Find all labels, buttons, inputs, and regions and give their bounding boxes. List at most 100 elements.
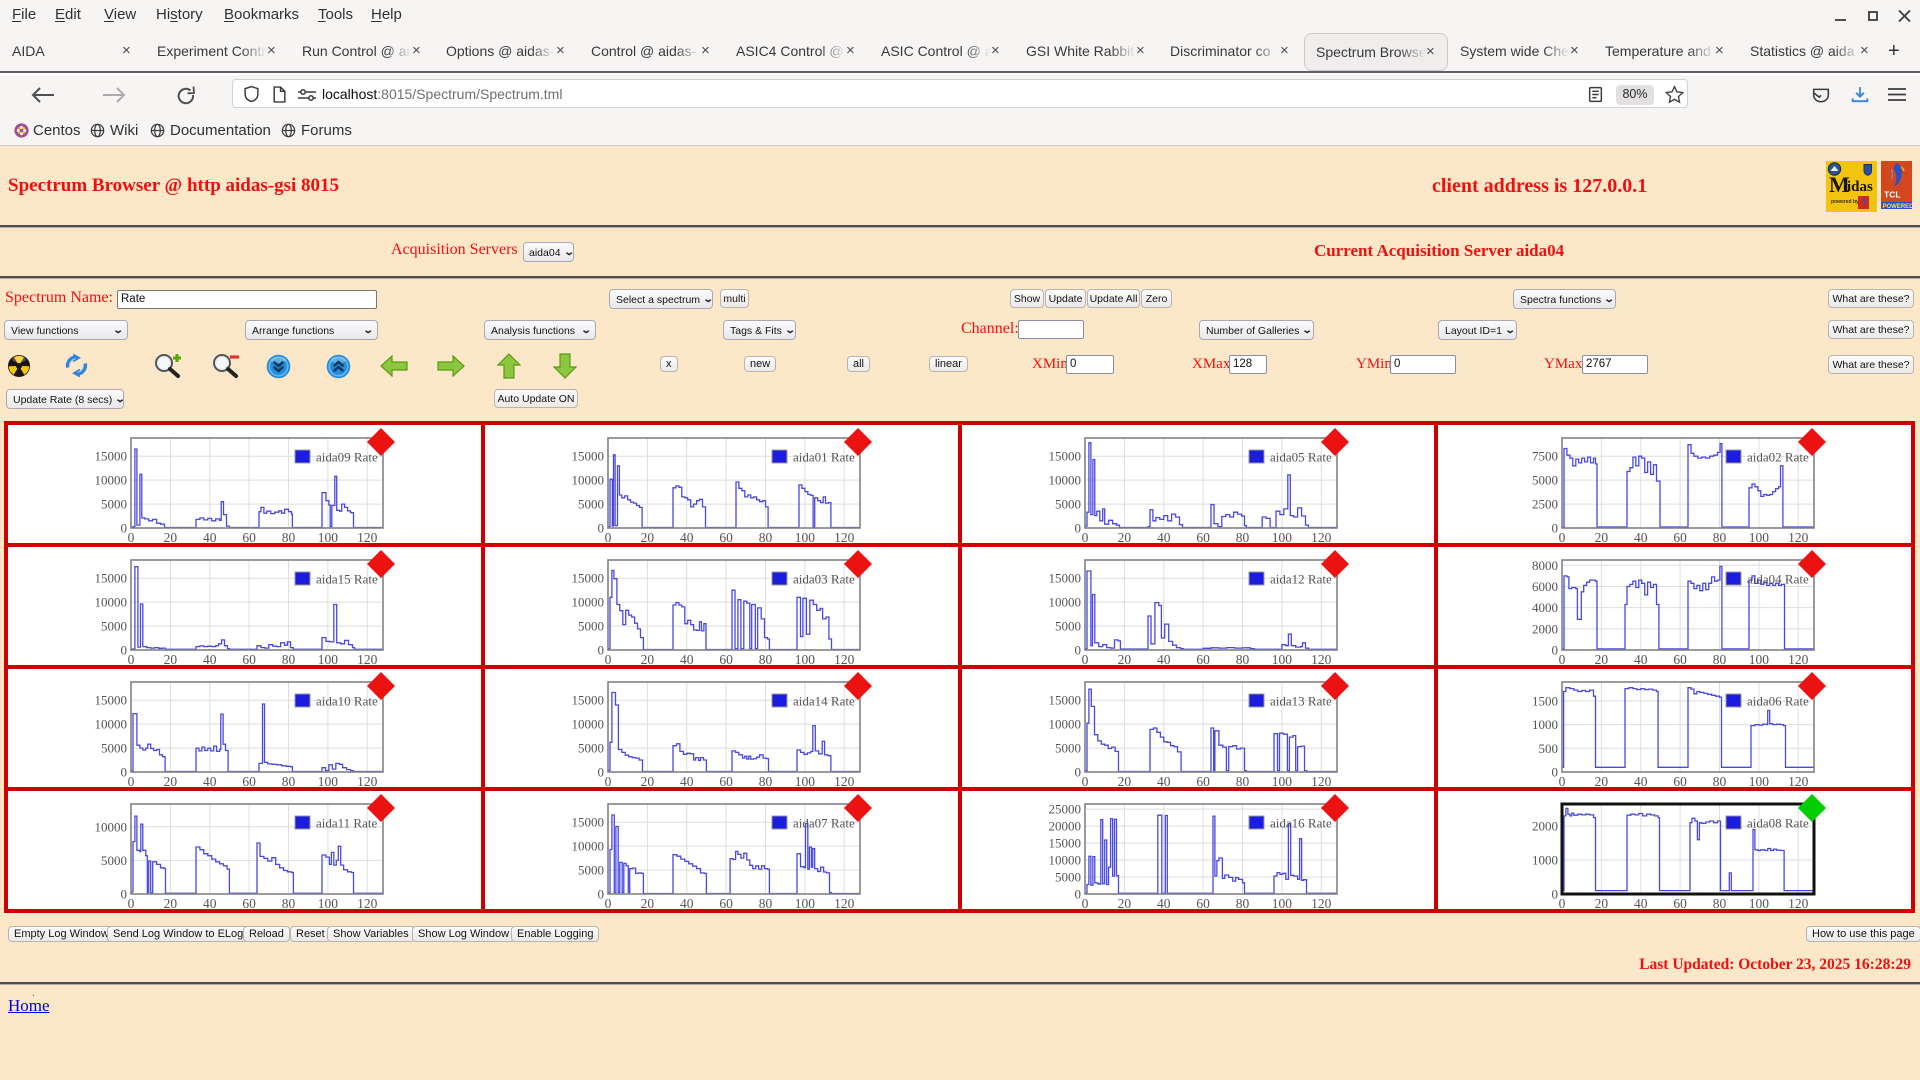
- svg-text:0: 0: [1558, 896, 1565, 911]
- svg-text:120: 120: [357, 774, 378, 789]
- svg-text:10000: 10000: [572, 839, 605, 854]
- svg-text:40: 40: [203, 530, 217, 545]
- svg-text:100: 100: [1272, 652, 1293, 667]
- svg-text:5000: 5000: [578, 619, 604, 634]
- svg-text:0: 0: [121, 887, 128, 902]
- svg-text:0: 0: [1074, 765, 1081, 780]
- svg-text:10000: 10000: [572, 473, 605, 488]
- svg-text:powered by: powered by: [1831, 199, 1859, 205]
- svg-text:120: 120: [357, 530, 378, 545]
- svg-text:10000: 10000: [1048, 595, 1081, 610]
- svg-text:60: 60: [1196, 530, 1210, 545]
- svg-text:0: 0: [128, 652, 135, 667]
- svg-text:120: 120: [357, 896, 378, 911]
- svg-text:15000: 15000: [1048, 693, 1081, 708]
- svg-text:500: 500: [1538, 741, 1558, 756]
- svg-text:POWERED: POWERED: [1883, 204, 1913, 209]
- svg-text:0: 0: [128, 896, 135, 911]
- svg-text:aida16 Rate: aida16 Rate: [1270, 816, 1332, 831]
- svg-text:100: 100: [318, 774, 339, 789]
- svg-text:20: 20: [641, 896, 655, 911]
- svg-text:100: 100: [795, 774, 816, 789]
- svg-text:60: 60: [1196, 896, 1210, 911]
- svg-text:40: 40: [1634, 530, 1648, 545]
- svg-text:0: 0: [1551, 765, 1558, 780]
- svg-text:0: 0: [1082, 530, 1089, 545]
- svg-text:20: 20: [641, 652, 655, 667]
- svg-text:40: 40: [1634, 652, 1648, 667]
- svg-text:60: 60: [243, 530, 257, 545]
- svg-text:0: 0: [1551, 887, 1558, 902]
- svg-text:40: 40: [680, 896, 694, 911]
- svg-text:0: 0: [605, 774, 612, 789]
- svg-text:40: 40: [1157, 896, 1171, 911]
- svg-text:25000: 25000: [1048, 802, 1081, 817]
- svg-text:20: 20: [1594, 530, 1608, 545]
- svg-text:100: 100: [1748, 652, 1769, 667]
- svg-text:40: 40: [1157, 652, 1171, 667]
- svg-text:40: 40: [680, 774, 694, 789]
- svg-text:5000: 5000: [578, 741, 604, 756]
- svg-text:80: 80: [1712, 530, 1726, 545]
- svg-text:120: 120: [1788, 774, 1809, 789]
- svg-text:120: 120: [834, 530, 855, 545]
- svg-text:60: 60: [243, 896, 257, 911]
- svg-text:40: 40: [1634, 896, 1648, 911]
- svg-text:0: 0: [1082, 652, 1089, 667]
- svg-text:15000: 15000: [572, 449, 605, 464]
- svg-text:5000: 5000: [1532, 473, 1558, 488]
- svg-text:100: 100: [1748, 774, 1769, 789]
- svg-text:100: 100: [795, 530, 816, 545]
- svg-text:aida04 Rate: aida04 Rate: [1747, 572, 1809, 587]
- svg-text:0: 0: [605, 530, 612, 545]
- svg-text:aida15 Rate: aida15 Rate: [316, 572, 378, 587]
- svg-text:10000: 10000: [1048, 473, 1081, 488]
- svg-text:2500: 2500: [1532, 497, 1558, 512]
- svg-text:M: M: [1829, 172, 1850, 197]
- svg-text:5000: 5000: [1055, 619, 1081, 634]
- svg-text:120: 120: [1311, 774, 1332, 789]
- svg-text:80: 80: [282, 652, 296, 667]
- svg-text:5000: 5000: [101, 853, 127, 868]
- svg-text:10000: 10000: [95, 473, 128, 488]
- svg-text:20: 20: [164, 774, 178, 789]
- svg-text:5000: 5000: [1055, 741, 1081, 756]
- svg-text:60: 60: [243, 774, 257, 789]
- svg-text:5000: 5000: [1055, 870, 1081, 885]
- svg-text:20000: 20000: [1048, 819, 1081, 834]
- svg-text:120: 120: [1788, 530, 1809, 545]
- svg-text:5000: 5000: [101, 741, 127, 756]
- svg-text:10000: 10000: [1048, 853, 1081, 868]
- svg-text:120: 120: [357, 652, 378, 667]
- svg-text:20: 20: [641, 530, 655, 545]
- svg-text:20: 20: [1594, 896, 1608, 911]
- svg-text:0: 0: [121, 765, 128, 780]
- svg-text:1000: 1000: [1532, 853, 1558, 868]
- svg-text:15000: 15000: [572, 815, 605, 830]
- svg-text:20: 20: [1118, 530, 1132, 545]
- svg-text:0: 0: [1074, 521, 1081, 536]
- svg-text:15000: 15000: [1048, 571, 1081, 586]
- svg-text:80: 80: [1712, 774, 1726, 789]
- svg-text:80: 80: [282, 530, 296, 545]
- svg-text:120: 120: [1311, 896, 1332, 911]
- svg-text:10000: 10000: [1048, 717, 1081, 732]
- svg-text:10000: 10000: [572, 717, 605, 732]
- svg-text:0: 0: [1551, 643, 1558, 658]
- svg-text:0: 0: [1074, 887, 1081, 902]
- svg-text:2000: 2000: [1532, 621, 1558, 636]
- svg-text:15000: 15000: [572, 571, 605, 586]
- svg-text:15000: 15000: [95, 571, 128, 586]
- svg-text:40: 40: [203, 652, 217, 667]
- svg-text:80: 80: [759, 774, 773, 789]
- svg-text:80: 80: [1712, 896, 1726, 911]
- svg-text:aida13 Rate: aida13 Rate: [1270, 694, 1332, 709]
- svg-text:120: 120: [1788, 652, 1809, 667]
- svg-text:60: 60: [1673, 530, 1687, 545]
- svg-text:0: 0: [598, 887, 605, 902]
- svg-text:20: 20: [1118, 774, 1132, 789]
- svg-text:0: 0: [1558, 774, 1565, 789]
- svg-text:0: 0: [598, 765, 605, 780]
- svg-text:5000: 5000: [101, 497, 127, 512]
- svg-text:20: 20: [1118, 896, 1132, 911]
